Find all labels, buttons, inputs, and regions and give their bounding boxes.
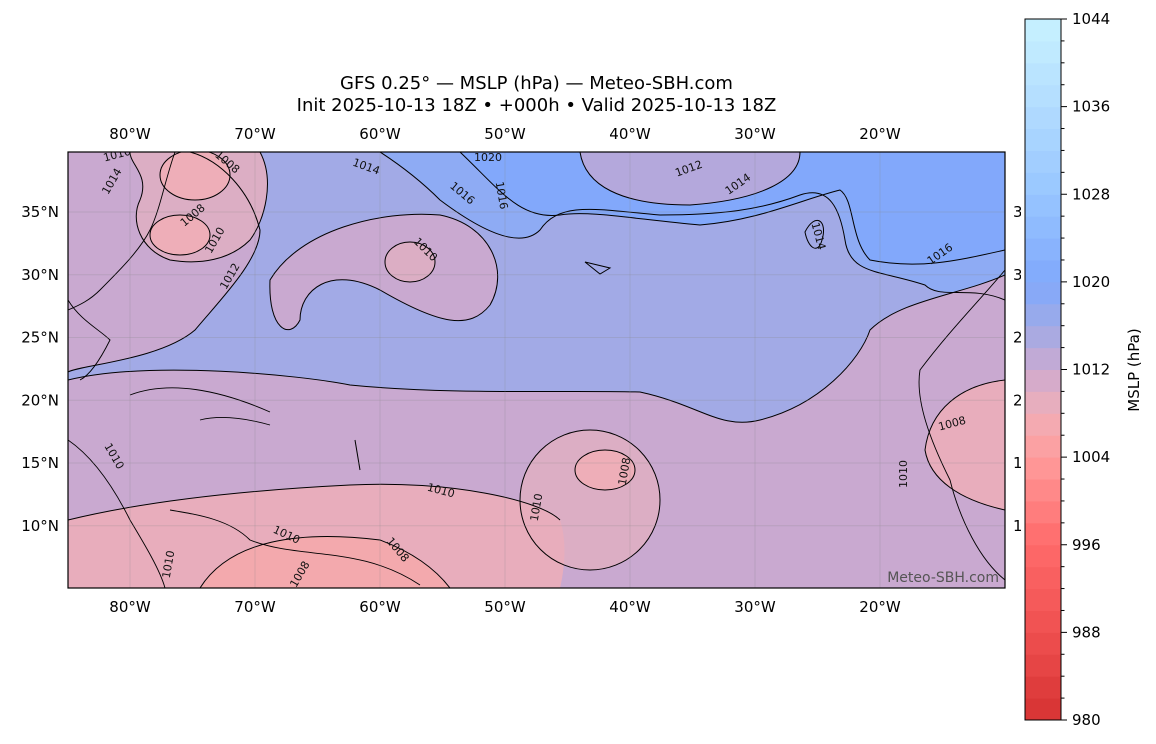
lat-tick-label: 10°N bbox=[21, 517, 59, 535]
lon-tick-label: 60°W bbox=[359, 125, 401, 143]
colorbar-tick-label: 1004 bbox=[1072, 448, 1110, 466]
colorbar-tick-label: 1012 bbox=[1072, 361, 1110, 379]
colorbar-band bbox=[1025, 325, 1061, 349]
colorbar-tick-label: 980 bbox=[1072, 711, 1101, 729]
colorbar-band bbox=[1025, 303, 1061, 327]
colorbar-band bbox=[1025, 654, 1061, 677]
swirl-low-center bbox=[385, 242, 435, 282]
swirl-low bbox=[269, 214, 498, 330]
colorbar-tick-label: 1020 bbox=[1072, 273, 1110, 291]
low-center-1008 bbox=[150, 215, 210, 255]
colorbar-band bbox=[1025, 347, 1061, 370]
colorbar-band bbox=[1025, 698, 1061, 721]
colorbar-band bbox=[1025, 544, 1061, 568]
lat-tick-label: 25°N bbox=[21, 329, 59, 347]
colorbar-band bbox=[1025, 150, 1061, 173]
contour-label: 1010 bbox=[160, 549, 178, 579]
colorbar-band bbox=[1025, 172, 1061, 195]
colorbar-tick-label: 1028 bbox=[1072, 185, 1110, 203]
colorbar-band bbox=[1025, 457, 1061, 480]
lon-labels-bottom: 80°W 70°W 60°W 50°W 40°W 30°W 20°W bbox=[109, 598, 901, 616]
lon-labels-top: 80°W 70°W 60°W 50°W 40°W 30°W 20°W bbox=[109, 125, 901, 143]
low-south-america-1008 bbox=[200, 536, 450, 588]
colorbar-band bbox=[1025, 19, 1061, 42]
lon-tick-label: 70°W bbox=[234, 125, 276, 143]
lat-tick-label: 30°N bbox=[21, 266, 59, 284]
lon-tick-label: 60°W bbox=[359, 598, 401, 616]
coastlines bbox=[68, 152, 1005, 588]
lon-tick-label: 40°W bbox=[609, 125, 651, 143]
lat-tick-label: 15°N bbox=[21, 454, 59, 472]
lon-tick-label: 80°W bbox=[109, 125, 151, 143]
colorbar-band bbox=[1025, 128, 1061, 151]
colorbar-band bbox=[1025, 369, 1061, 392]
lon-tick-label: 30°W bbox=[734, 598, 776, 616]
colorbar-ticks: 980 988 996 1004 1012 1020 1028 1036 1044 bbox=[1061, 10, 1110, 729]
colorbar-tick-label: 996 bbox=[1072, 536, 1101, 554]
lat-labels-left: 35°N 30°N 25°N 20°N 15°N 10°N bbox=[21, 203, 59, 535]
colorbar-band bbox=[1025, 84, 1061, 108]
colorbar-band bbox=[1025, 676, 1061, 699]
lon-tick-label: 50°W bbox=[484, 598, 526, 616]
colorbar-band bbox=[1025, 281, 1061, 305]
isobars bbox=[68, 152, 1005, 588]
lon-tick-label: 30°W bbox=[734, 125, 776, 143]
contour-label: 1008 bbox=[616, 456, 634, 486]
contour-label: 1010 bbox=[897, 460, 910, 488]
contour-labels: 1010101410081008101010121020101410161010… bbox=[99, 151, 967, 588]
contour-label: 1020 bbox=[474, 151, 502, 164]
pressure-field-1012-north bbox=[580, 152, 800, 205]
chart-title: GFS 0.25° — MSLP (hPa) — Meteo-SBH.com bbox=[340, 73, 733, 94]
map-plot: 1010101410081008101010121020101410161010… bbox=[68, 151, 1005, 588]
lon-tick-label: 80°W bbox=[109, 598, 151, 616]
colorbar-label: MSLP (hPa) bbox=[1125, 328, 1143, 411]
colorbar-band bbox=[1025, 40, 1061, 64]
colorbar-band bbox=[1025, 216, 1061, 239]
lon-tick-label: 40°W bbox=[609, 598, 651, 616]
low-south-america bbox=[68, 484, 565, 588]
colorbar-tick-label: 988 bbox=[1072, 623, 1101, 641]
colorbar-band bbox=[1025, 238, 1061, 261]
low-africa bbox=[925, 380, 1005, 510]
colorbar-band bbox=[1025, 435, 1061, 458]
colorbar-band bbox=[1025, 500, 1061, 524]
colorbar-band bbox=[1025, 106, 1061, 130]
low-40w-center bbox=[575, 450, 635, 490]
colorbar-band bbox=[1025, 610, 1061, 633]
lon-tick-label: 50°W bbox=[484, 125, 526, 143]
colorbar-band bbox=[1025, 588, 1061, 611]
contour-label: 1016 bbox=[493, 180, 511, 210]
colorbar-band bbox=[1025, 391, 1061, 414]
lat-tick-label: 20°N bbox=[21, 391, 59, 409]
colorbar-band bbox=[1025, 566, 1061, 590]
colorbar-band bbox=[1025, 194, 1061, 217]
colorbar-band bbox=[1025, 522, 1061, 546]
lon-tick-label: 70°W bbox=[234, 598, 276, 616]
gridlines bbox=[68, 152, 1005, 588]
colorbar-band bbox=[1025, 479, 1061, 502]
lon-tick-label: 20°W bbox=[859, 125, 901, 143]
map-frame bbox=[67, 151, 1006, 589]
lat-tick-label: 35°N bbox=[21, 203, 59, 221]
colorbar-band bbox=[1025, 413, 1061, 436]
colorbar-band bbox=[1025, 62, 1061, 86]
colorbar-band bbox=[1025, 632, 1061, 655]
lon-tick-label: 20°W bbox=[859, 598, 901, 616]
colorbar bbox=[1025, 19, 1061, 721]
colorbar-tick-label: 1044 bbox=[1072, 10, 1110, 28]
colorbar-band bbox=[1025, 259, 1061, 283]
chart-subtitle: Init 2025-10-13 18Z • +000h • Valid 2025… bbox=[296, 95, 777, 116]
low-center-1008-north bbox=[160, 152, 230, 200]
pressure-field-1012 bbox=[68, 152, 1005, 588]
colorbar-tick-label: 1036 bbox=[1072, 98, 1110, 116]
contour-label: 1010 bbox=[528, 492, 546, 522]
watermark: Meteo-SBH.com bbox=[887, 570, 999, 586]
